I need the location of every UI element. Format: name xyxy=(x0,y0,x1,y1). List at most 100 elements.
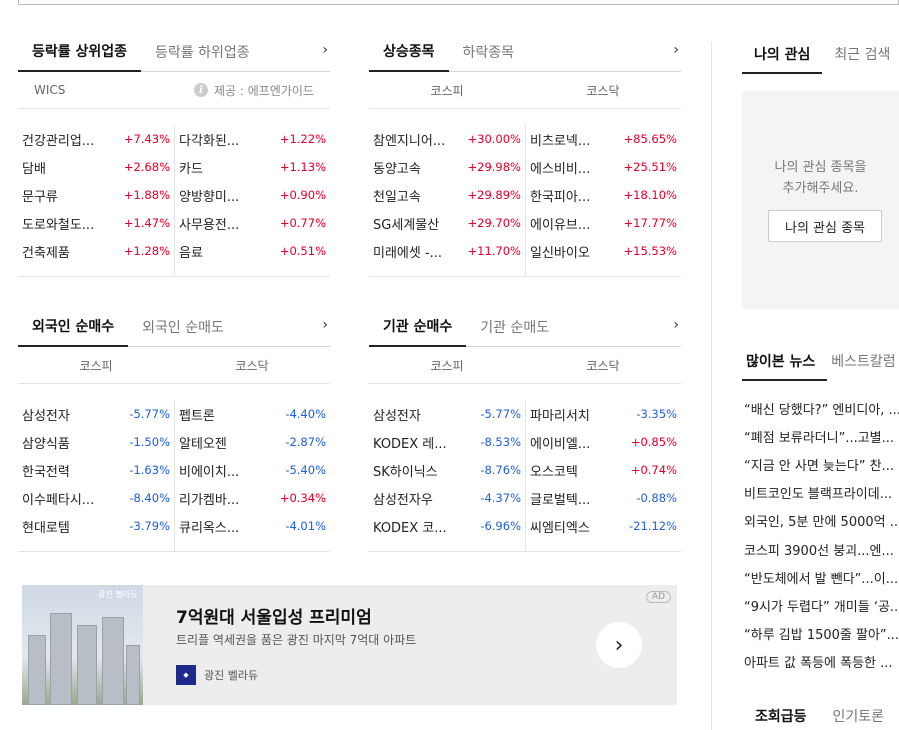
tab-my-watchlist[interactable]: 나의 관심 xyxy=(742,44,823,74)
stock-row[interactable]: 오스코텍 +0.74% xyxy=(530,456,677,484)
stock-name[interactable]: 비츠로넥... xyxy=(530,133,591,149)
stock-row[interactable]: 미래에셋 -... +11.70% xyxy=(373,237,521,265)
stock-name[interactable]: SK하이닉스 xyxy=(373,464,438,480)
stock-row[interactable]: 다각화된... +1.22% xyxy=(179,125,326,153)
stock-row[interactable]: 천일고속 +29.89% xyxy=(373,181,521,209)
stock-row[interactable]: 삼성전자 -5.77% xyxy=(22,400,170,428)
ad-banner[interactable]: 광진 벨라듀 7억원대 서울입성 프리미엄 트리플 역세권을 품은 광진 마지막… xyxy=(22,585,677,705)
stock-name[interactable]: 리가켐바... xyxy=(179,492,240,508)
stock-row[interactable]: 동양고속 +29.98% xyxy=(373,153,521,181)
news-item[interactable]: “지금 안 사면 늦는다” 찬... xyxy=(744,458,895,474)
stock-name[interactable]: 에스비비... xyxy=(530,161,591,177)
tab-view-surge[interactable]: 조회급등 xyxy=(755,709,807,725)
stock-name[interactable]: 문구류 xyxy=(22,189,58,205)
stock-row[interactable]: 글로벌텍... -0.88% xyxy=(530,484,677,512)
news-item[interactable]: “하루 김밥 1500줄 팔아”... xyxy=(744,628,899,644)
stock-name[interactable]: 미래에셋 -... xyxy=(373,245,443,261)
stock-row[interactable]: SK하이닉스 -8.76% xyxy=(373,456,521,484)
stock-name[interactable]: 현대로템 xyxy=(22,520,70,536)
stock-name[interactable]: 카드 xyxy=(179,161,203,177)
stock-row[interactable]: 알테오젠 -2.87% xyxy=(179,428,326,456)
stock-row[interactable]: 건축제품 +1.28% xyxy=(22,237,170,265)
tab-inst-sell[interactable]: 기관 순매도 xyxy=(480,320,550,336)
stock-name[interactable]: 한국전력 xyxy=(22,464,70,480)
stock-name[interactable]: 오스코텍 xyxy=(530,464,578,480)
news-item[interactable]: “반도체에서 발 뺀다”...이... xyxy=(744,571,899,587)
stock-row[interactable]: 이수페타시... -8.40% xyxy=(22,484,170,512)
ad-description[interactable]: 트리플 역세권을 품은 광진 마지막 7억대 아파트 xyxy=(176,633,417,647)
stock-row[interactable]: 씨엠티엑스 -21.12% xyxy=(530,512,677,540)
stock-name[interactable]: 에이유브... xyxy=(530,217,591,233)
ad-brand[interactable]: ◆ 광진 벨라듀 xyxy=(176,665,258,685)
tab-sector-bottom[interactable]: 등락률 하위업종 xyxy=(155,45,250,61)
stock-row[interactable]: 펩트론 -4.40% xyxy=(179,400,326,428)
stock-name[interactable]: 음료 xyxy=(179,245,203,261)
stock-name[interactable]: 삼성전자 xyxy=(22,408,70,424)
stock-row[interactable]: 한국피아... +18.10% xyxy=(530,181,677,209)
stock-name[interactable]: KODEX 코... xyxy=(373,520,447,536)
chevron-right-icon[interactable]: › xyxy=(322,42,328,58)
news-item[interactable]: “배신 당했다?” 엔비디아, ... xyxy=(744,402,899,418)
news-item[interactable]: 외국인, 5분 만에 5000억 ... xyxy=(744,515,899,531)
stock-row[interactable]: 에이유브... +17.77% xyxy=(530,209,677,237)
tab-foreign-buy[interactable]: 외국인 순매수 xyxy=(18,316,129,347)
stock-row[interactable]: 리가켐바... +0.34% xyxy=(179,484,326,512)
stock-name[interactable]: 삼성전자 xyxy=(373,408,421,424)
ad-badge[interactable]: AD xyxy=(645,591,671,603)
ad-image[interactable]: 광진 벨라듀 xyxy=(22,585,143,705)
stock-row[interactable]: 사무용전... +0.77% xyxy=(179,209,326,237)
stock-name[interactable]: 파마리서치 xyxy=(530,408,590,424)
news-item[interactable]: “폐점 보류라더니”...고별... xyxy=(744,430,895,446)
stock-row[interactable]: KODEX 코... -6.96% xyxy=(373,512,521,540)
stock-row[interactable]: 파마리서치 -3.35% xyxy=(530,400,677,428)
stock-row[interactable]: 건강관리업... +7.43% xyxy=(22,125,170,153)
stock-row[interactable]: 삼성전자 -5.77% xyxy=(373,400,521,428)
stock-name[interactable]: 다각화된... xyxy=(179,133,240,149)
stock-name[interactable]: 참엔지니어... xyxy=(373,133,446,149)
stock-name[interactable]: 비에이치... xyxy=(179,464,240,480)
stock-row[interactable]: 삼양식품 -1.50% xyxy=(22,428,170,456)
stock-row[interactable]: 양방향미... +0.90% xyxy=(179,181,326,209)
tab-inst-buy[interactable]: 기관 순매수 xyxy=(369,316,467,347)
stock-name[interactable]: 한국피아... xyxy=(530,189,591,205)
tab-popular-news[interactable]: 많이본 뉴스 xyxy=(742,351,828,381)
stock-row[interactable]: 도로와철도... +1.47% xyxy=(22,209,170,237)
tab-foreign-sell[interactable]: 외국인 순매도 xyxy=(142,320,224,336)
stock-row[interactable]: 일신바이오 +15.53% xyxy=(530,237,677,265)
tab-rising[interactable]: 상승종목 xyxy=(369,41,449,72)
stock-name[interactable]: 양방향미... xyxy=(179,189,240,205)
chevron-right-icon[interactable]: › xyxy=(673,317,679,333)
stock-name[interactable]: 건강관리업... xyxy=(22,133,95,149)
stock-row[interactable]: 비츠로넥... +85.65% xyxy=(530,125,677,153)
ad-arrow-button[interactable]: › xyxy=(596,622,642,668)
stock-row[interactable]: 카드 +1.13% xyxy=(179,153,326,181)
tab-popular-discussion[interactable]: 인기토론 xyxy=(832,709,885,725)
tab-sector-top[interactable]: 등락률 상위업종 xyxy=(18,41,142,72)
stock-name[interactable]: 도로와철도... xyxy=(22,217,95,233)
stock-row[interactable]: 문구류 +1.88% xyxy=(22,181,170,209)
stock-name[interactable]: 건축제품 xyxy=(22,245,70,261)
stock-row[interactable]: 비에이치... -5.40% xyxy=(179,456,326,484)
stock-name[interactable]: 삼양식품 xyxy=(22,436,70,452)
stock-name[interactable]: 알테오젠 xyxy=(179,436,227,452)
stock-name[interactable]: 동양고속 xyxy=(373,161,421,177)
chevron-right-icon[interactable]: › xyxy=(322,317,328,333)
stock-name[interactable]: 씨엠티엑스 xyxy=(530,520,590,536)
stock-name[interactable]: 천일고속 xyxy=(373,189,421,205)
stock-name[interactable]: 큐리옥스... xyxy=(179,520,240,536)
stock-row[interactable]: 에이비엘... +0.85% xyxy=(530,428,677,456)
info-icon[interactable]: i xyxy=(194,83,208,97)
stock-row[interactable]: 삼성전자우 -4.37% xyxy=(373,484,521,512)
stock-row[interactable]: 큐리옥스... -4.01% xyxy=(179,512,326,540)
stock-name[interactable]: 삼성전자우 xyxy=(373,492,433,508)
stock-row[interactable]: 현대로템 -3.79% xyxy=(22,512,170,540)
stock-name[interactable]: 이수페타시... xyxy=(22,492,95,508)
tab-falling[interactable]: 하락종목 xyxy=(462,45,515,61)
tab-best-column[interactable]: 베스트칼럼 xyxy=(831,354,896,370)
stock-name[interactable]: KODEX 레... xyxy=(373,436,447,452)
stock-name[interactable]: 펩트론 xyxy=(179,408,215,424)
chevron-right-icon[interactable]: › xyxy=(673,42,679,58)
ad-title[interactable]: 7억원대 서울입성 프리미엄 xyxy=(176,608,372,628)
stock-row[interactable]: 참엔지니어... +30.00% xyxy=(373,125,521,153)
news-item[interactable]: “9시가 두렵다” 개미들 ‘공... xyxy=(744,599,899,615)
